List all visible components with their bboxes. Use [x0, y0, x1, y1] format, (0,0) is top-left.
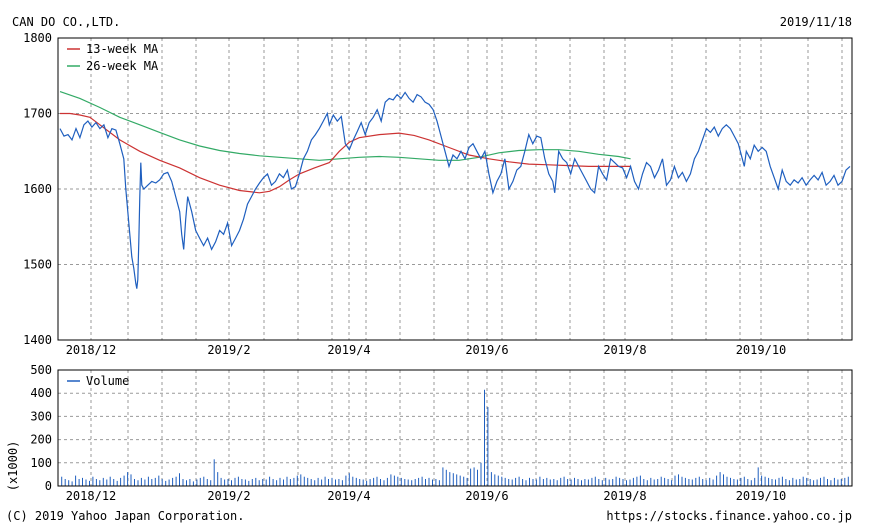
legend-label-volume: Volume	[86, 374, 129, 388]
price-panel: 1400 1500 1600 1700 1800 2018/12 2019/2 2019/4…	[23, 31, 853, 357]
price-y-axis: 1400 1500 1600 1700 1800	[23, 31, 52, 347]
x-tick-label-2019-10: 2019/10	[736, 343, 787, 357]
x-tick-label-2019-8: 2019/8	[603, 489, 646, 503]
y-tick-label-0: 0	[45, 479, 52, 493]
legend-label-13-week-ma: 13-week MA	[86, 42, 159, 56]
x-tick-label-2019-6: 2019/6	[465, 489, 508, 503]
volume-y-axis: 0 100 200 300 400 500	[30, 363, 52, 493]
y-tick-label-100: 100	[30, 456, 52, 470]
y-tick-label-400: 400	[30, 386, 52, 400]
y-tick-label-1700: 1700	[23, 107, 52, 121]
y-tick-label-200: 200	[30, 433, 52, 447]
chart-date: 2019/11/18	[780, 15, 852, 29]
volume-y-axis-label: (x1000)	[6, 441, 20, 492]
x-tick-label-2019-4: 2019/4	[327, 489, 370, 503]
volume-x-axis: 2018/12 2019/2 2019/4 2019/6 2019/8 2019/10	[66, 489, 787, 503]
legend-label-26-week-ma: 26-week MA	[86, 59, 159, 73]
volume-bars	[61, 389, 849, 486]
volume-panel-frame	[57, 369, 853, 487]
x-tick-label-2019-2: 2019/2	[207, 343, 250, 357]
y-tick-label-1400: 1400	[23, 333, 52, 347]
series-line-price	[59, 91, 851, 289]
price-series	[59, 91, 851, 289]
price-x-axis: 2018/12 2019/2 2019/4 2019/6 2019/8 2019/10	[66, 343, 787, 357]
company-name: CAN DO CO.,LTD.	[12, 15, 120, 29]
series-line-26-week-ma	[59, 91, 631, 161]
x-tick-label-2019-4: 2019/4	[327, 343, 370, 357]
y-tick-label-300: 300	[30, 409, 52, 423]
volume-panel: 0 100 200 300 400 500 2018/12 2019/2 2019/4 2019…	[6, 363, 853, 503]
x-tick-label-2019-6: 2019/6	[465, 343, 508, 357]
footer-url-link[interactable]: https://stocks.finance.yahoo.co.jp	[606, 509, 852, 523]
footer-copyright: (C) 2019 Yahoo Japan Corporation.	[6, 509, 244, 523]
series-line-13-week-ma	[60, 112, 631, 194]
y-tick-label-500: 500	[30, 363, 52, 377]
price-panel-frame	[57, 37, 853, 341]
y-tick-label-1600: 1600	[23, 182, 52, 196]
price-legend: 13-week MA 26-week MA	[67, 42, 159, 73]
y-tick-label-1800: 1800	[23, 31, 52, 45]
x-tick-label-2018-12: 2018/12	[66, 489, 117, 503]
x-tick-label-2019-8: 2019/8	[603, 343, 646, 357]
y-tick-label-1500: 1500	[23, 258, 52, 272]
footer-url[interactable]: https://stocks.finance.yahoo.co.jp	[606, 509, 852, 523]
x-tick-label-2019-2: 2019/2	[207, 489, 250, 503]
volume-gridlines	[58, 370, 852, 486]
x-tick-label-2019-10: 2019/10	[736, 489, 787, 503]
volume-legend: Volume	[67, 374, 129, 388]
x-tick-label-2018-12: 2018/12	[66, 343, 117, 357]
price-gridlines	[58, 38, 852, 340]
